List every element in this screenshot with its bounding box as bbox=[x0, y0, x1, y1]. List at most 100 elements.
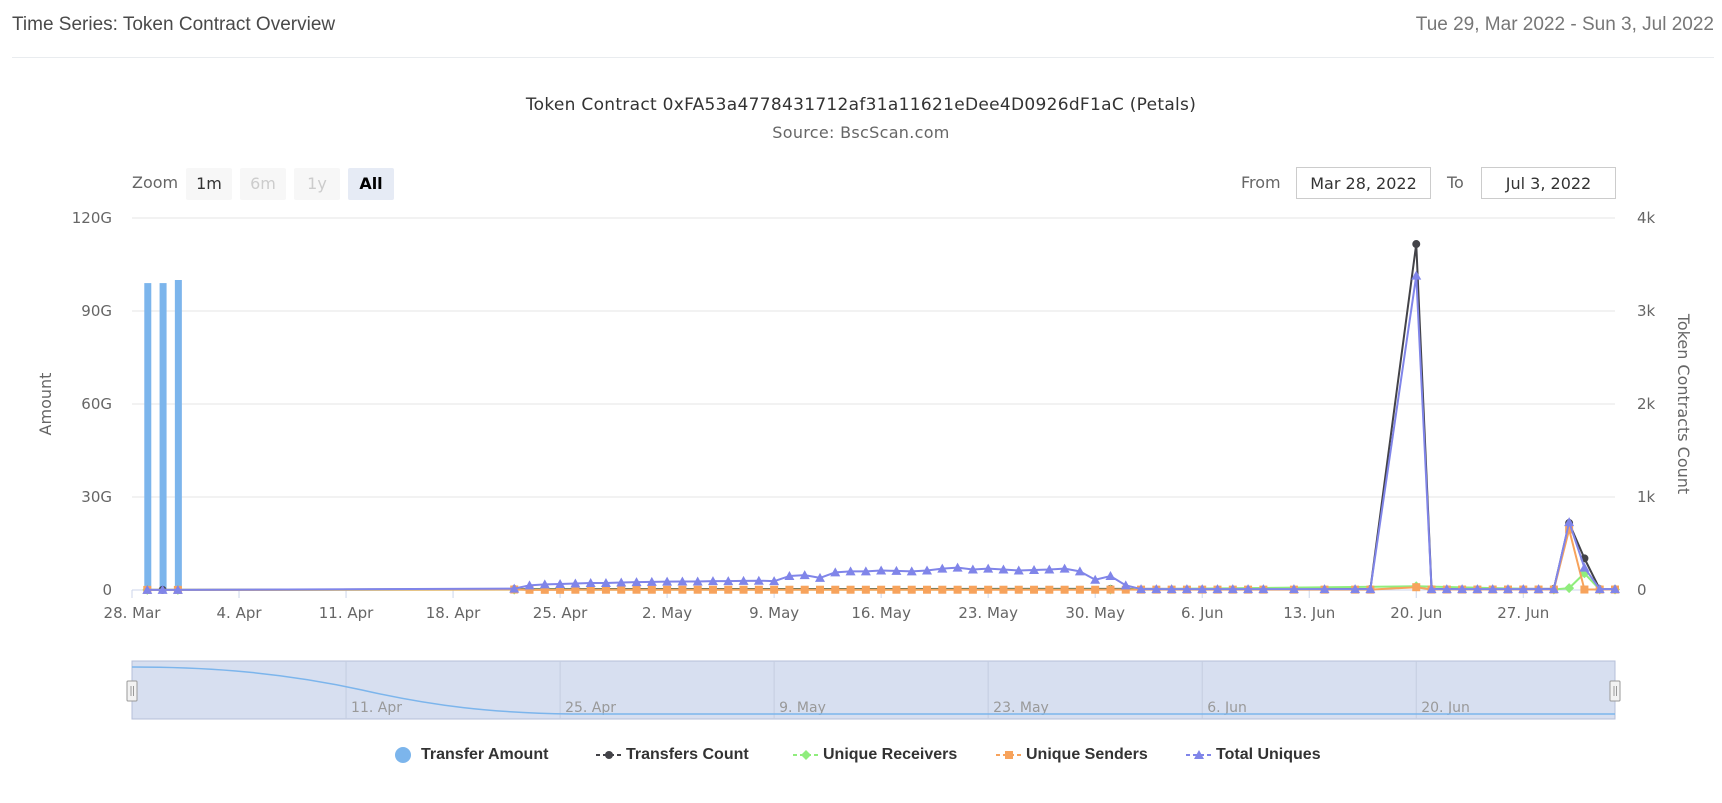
point-unique-senders bbox=[1075, 585, 1084, 594]
point-total-uniques bbox=[1518, 584, 1529, 594]
point-total-uniques bbox=[539, 579, 550, 589]
header-divider bbox=[12, 57, 1714, 58]
point-total-uniques bbox=[1426, 584, 1437, 594]
legend-label: Transfer Amount bbox=[421, 746, 549, 763]
y-left-axis-title: Amount bbox=[36, 373, 55, 436]
point-total-uniques bbox=[967, 564, 978, 574]
point-total-uniques bbox=[1487, 584, 1498, 594]
y-left-tick-label: 30G bbox=[81, 488, 112, 506]
point-total-uniques bbox=[1212, 584, 1223, 594]
point-total-uniques bbox=[1472, 584, 1483, 594]
point-unique-senders bbox=[601, 585, 610, 594]
point-unique-receivers bbox=[1564, 583, 1575, 594]
point-unique-senders bbox=[617, 585, 626, 594]
point-total-uniques bbox=[172, 584, 183, 594]
navigator-left-handle bbox=[126, 680, 138, 702]
point-total-uniques bbox=[1136, 584, 1147, 594]
zoom-6m-button[interactable]: 6m bbox=[240, 168, 286, 200]
legend-item-transfer-amount[interactable]: Transfer Amount bbox=[393, 744, 548, 766]
legend-item-transfers-count[interactable]: Transfers Count bbox=[594, 744, 749, 766]
point-total-uniques bbox=[1258, 584, 1269, 594]
point-unique-senders bbox=[938, 585, 947, 594]
zoom-1y-button[interactable]: 1y bbox=[294, 168, 340, 200]
x-tick-label: 2. May bbox=[642, 604, 692, 622]
legend-item-unique-receivers[interactable]: Unique Receivers bbox=[791, 744, 957, 766]
point-total-uniques bbox=[1059, 563, 1070, 573]
point-unique-senders bbox=[525, 585, 534, 594]
legend-item-total-uniques[interactable]: Total Uniques bbox=[1184, 744, 1321, 766]
point-unique-senders bbox=[632, 585, 641, 594]
point-total-uniques bbox=[1533, 584, 1544, 594]
point-unique-senders bbox=[999, 585, 1008, 594]
bar-transfer-amount bbox=[174, 280, 182, 590]
point-unique-senders bbox=[1121, 585, 1130, 594]
y-right-tick-label: 4k bbox=[1637, 209, 1656, 227]
point-total-uniques bbox=[906, 566, 917, 576]
point-unique-senders bbox=[663, 585, 672, 594]
navigator-tick-label: 20. Jun bbox=[1421, 700, 1470, 716]
point-total-uniques bbox=[1181, 584, 1192, 594]
x-tick-label: 4. Apr bbox=[217, 604, 263, 622]
point-total-uniques bbox=[860, 566, 871, 576]
range-to-label: To bbox=[1447, 173, 1464, 192]
chart-subtitle: Source: BscScan.com bbox=[772, 123, 950, 142]
point-total-uniques bbox=[524, 580, 535, 590]
point-total-uniques bbox=[983, 563, 994, 573]
point-total-uniques bbox=[1610, 584, 1620, 594]
point-total-uniques bbox=[1120, 580, 1131, 590]
legend-item-unique-senders[interactable]: Unique Senders bbox=[994, 744, 1148, 766]
navigator-tick-label: 23. May bbox=[993, 700, 1049, 716]
point-total-uniques bbox=[784, 571, 795, 581]
zoom-all-button[interactable]: All bbox=[348, 168, 394, 200]
x-tick-label: 23. May bbox=[958, 604, 1018, 622]
point-unique-senders bbox=[1045, 585, 1054, 594]
point-unique-senders bbox=[953, 585, 962, 594]
x-tick-label: 27. Jun bbox=[1497, 604, 1549, 622]
point-total-uniques bbox=[1365, 584, 1376, 594]
point-total-uniques bbox=[509, 583, 520, 593]
range-from-input[interactable]: Mar 28, 2022 bbox=[1296, 167, 1431, 199]
x-tick-label: 28. Mar bbox=[104, 604, 162, 622]
point-total-uniques bbox=[1411, 270, 1422, 280]
point-total-uniques bbox=[662, 576, 673, 586]
point-unique-senders bbox=[556, 585, 565, 594]
line-total-uniques bbox=[147, 274, 1615, 591]
range-from-label: From bbox=[1241, 173, 1281, 192]
zoom-1m-button[interactable]: 1m bbox=[186, 168, 232, 200]
point-unique-senders bbox=[708, 585, 717, 594]
point-total-uniques bbox=[891, 565, 902, 575]
y-left-tick-label: 120G bbox=[72, 209, 112, 227]
point-total-uniques bbox=[692, 576, 703, 586]
point-total-uniques bbox=[845, 566, 856, 576]
point-total-uniques bbox=[1288, 584, 1299, 594]
point-total-uniques bbox=[1105, 571, 1116, 581]
point-total-uniques bbox=[1090, 574, 1101, 584]
range-to-input[interactable]: Jul 3, 2022 bbox=[1481, 167, 1616, 199]
point-unique-senders bbox=[540, 585, 549, 594]
legend-line-square-icon bbox=[994, 744, 1024, 766]
point-unique-senders bbox=[647, 585, 656, 594]
point-unique-senders bbox=[968, 585, 977, 594]
point-unique-senders bbox=[861, 585, 870, 594]
point-total-uniques bbox=[142, 584, 153, 594]
point-unique-senders bbox=[693, 585, 702, 594]
point-total-uniques bbox=[937, 563, 948, 573]
x-tick-label: 20. Jun bbox=[1390, 604, 1442, 622]
x-tick-label: 13. Jun bbox=[1283, 604, 1335, 622]
point-total-uniques bbox=[1548, 584, 1559, 594]
point-total-uniques bbox=[707, 576, 718, 586]
y-left-tick-label: 0 bbox=[102, 581, 112, 599]
point-total-uniques bbox=[922, 565, 933, 575]
point-total-uniques bbox=[1457, 584, 1468, 594]
point-unique-senders bbox=[877, 585, 886, 594]
x-tick-label: 18. Apr bbox=[426, 604, 481, 622]
x-tick-label: 30. May bbox=[1065, 604, 1125, 622]
point-unique-senders bbox=[785, 585, 794, 594]
point-total-uniques bbox=[799, 570, 810, 580]
point-total-uniques bbox=[1441, 584, 1452, 594]
point-unique-senders bbox=[1030, 585, 1039, 594]
y-right-tick-label: 0 bbox=[1637, 581, 1647, 599]
y-right-tick-label: 1k bbox=[1637, 488, 1656, 506]
y-right-axis-title: Token Contracts Count bbox=[1674, 313, 1693, 494]
